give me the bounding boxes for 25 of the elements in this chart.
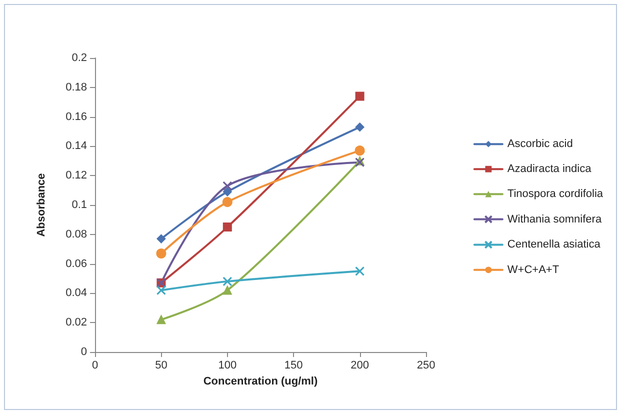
y-tick-label: 0.14 <box>66 140 87 152</box>
x-tick-label: 50 <box>155 360 168 372</box>
y-tick-label: 0.1 <box>72 199 87 211</box>
legend-label: Azadiracta indica <box>507 163 592 176</box>
x-tick-label: 250 <box>416 360 436 372</box>
x-tick-label: 200 <box>350 360 369 372</box>
y-axis-title: Absorbance <box>36 173 48 237</box>
y-tick-label: 0.12 <box>66 170 87 182</box>
legend-label: Centenella asiatica <box>507 238 602 251</box>
x-tick-label: 150 <box>284 360 303 372</box>
x-axis-title: Concentration (ug/ml) <box>203 376 318 388</box>
y-tick-label: 0.18 <box>66 81 87 94</box>
legend-label: Withania somnifera <box>507 213 602 226</box>
y-tick-label: 0.02 <box>66 316 87 329</box>
y-tick-label: 0.2 <box>72 52 87 64</box>
y-tick-label: 0.04 <box>66 287 87 300</box>
y-tick-label: 0.16 <box>66 110 87 123</box>
y-tick-label: 0.08 <box>66 228 87 240</box>
x-tick-label: 0 <box>92 360 98 372</box>
y-tick-label: 0.06 <box>66 258 87 270</box>
legend-label: Ascorbic acid <box>507 138 573 150</box>
legend-label: Tinospora cordifolia <box>507 188 604 200</box>
legend-label: W+C+A+T <box>507 264 560 276</box>
x-tick-label: 100 <box>218 360 237 372</box>
y-tick-label: 0 <box>80 346 87 358</box>
